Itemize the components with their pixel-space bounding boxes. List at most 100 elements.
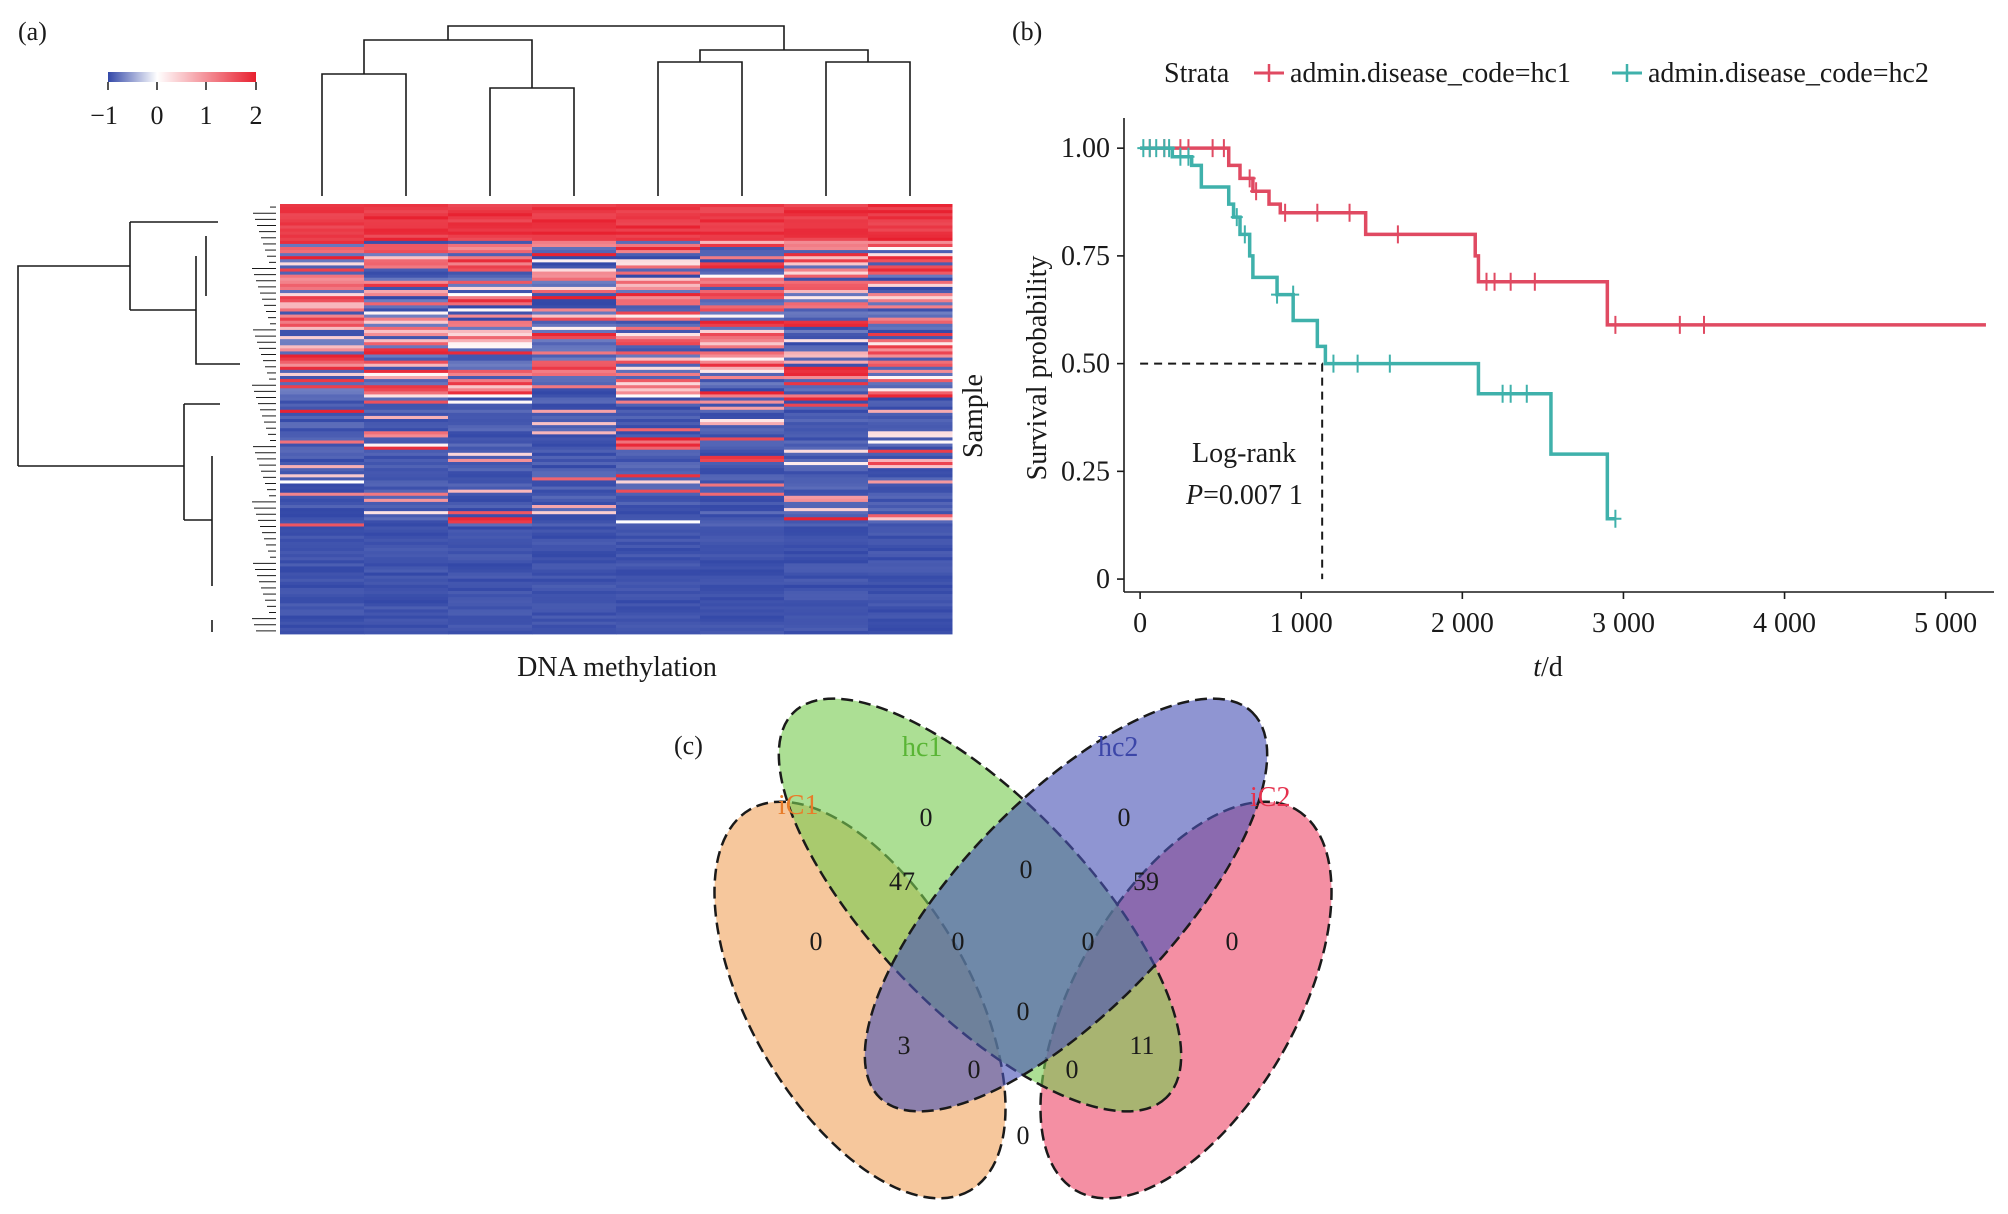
heatmap-cell <box>448 213 533 217</box>
heatmap-cell <box>700 486 785 491</box>
venn-count: 0 <box>1020 855 1033 884</box>
heatmap-cell <box>364 425 449 429</box>
x-tick-label: 1 000 <box>1270 608 1333 639</box>
heatmap-cell <box>616 363 701 368</box>
heatmap-cell <box>868 474 953 478</box>
heatmap-cell <box>784 225 869 229</box>
heatmap-cell <box>364 409 449 414</box>
heatmap-cell <box>784 489 869 494</box>
heatmap-cell <box>532 584 617 589</box>
heatmap-cell <box>364 274 449 279</box>
heatmap-cell <box>448 600 533 604</box>
heatmap-cell <box>448 357 533 362</box>
heatmap-cell <box>700 422 785 426</box>
heatmap-cell <box>616 360 701 365</box>
heatmap-cell <box>280 363 365 368</box>
heatmap-cell <box>700 551 785 555</box>
heatmap-cell <box>700 425 785 429</box>
censor-mark <box>1243 169 1256 188</box>
heatmap-cell <box>868 237 953 242</box>
heatmap-cell <box>280 216 365 220</box>
heatmap-cell <box>784 314 869 319</box>
heatmap-cell <box>868 415 953 420</box>
heatmap-cell <box>700 204 785 208</box>
heatmap-cell <box>700 256 785 260</box>
heatmap-cell <box>364 256 449 260</box>
heatmap-cell <box>784 207 869 211</box>
heatmap-cell <box>868 603 953 607</box>
heatmap-cell <box>784 354 869 358</box>
heatmap-cell <box>616 572 701 577</box>
heatmap-cell <box>448 532 533 537</box>
heatmap-cell <box>532 345 617 349</box>
heatmap-cell <box>784 538 869 543</box>
heatmap-cell <box>868 597 953 601</box>
heatmap-cell <box>868 369 953 374</box>
heatmap-cell <box>280 305 365 309</box>
heatmap-cell <box>364 207 449 211</box>
heatmap-cell <box>280 575 365 580</box>
heatmap-cell <box>532 388 617 392</box>
heatmap-cell <box>280 210 365 214</box>
heatmap-cell <box>616 385 701 389</box>
heatmap-cell <box>700 253 785 257</box>
heatmap-cell <box>868 283 953 288</box>
heatmap-cell <box>616 231 701 236</box>
heatmap-cell <box>784 397 869 401</box>
heatmap-cell <box>532 498 617 503</box>
heatmap-cell <box>700 403 785 408</box>
heatmap-cell <box>280 526 365 530</box>
heatmap-cell <box>532 256 617 260</box>
heatmap-cell <box>784 594 869 598</box>
heatmap-cell <box>532 618 617 623</box>
heatmap-cell <box>532 274 617 279</box>
heatmap-cell <box>700 216 785 220</box>
heatmap-cell <box>280 274 365 279</box>
heatmap-cell <box>532 446 617 451</box>
row-dendrogram-leaves <box>252 206 276 632</box>
heatmap-cell <box>784 274 869 279</box>
heatmap-cell <box>364 323 449 328</box>
heatmap-cell <box>448 397 533 401</box>
heatmap-cell <box>616 514 701 518</box>
heatmap-cell <box>868 452 953 457</box>
heatmap-cell <box>280 320 365 325</box>
heatmap-cell <box>868 210 953 214</box>
heatmap-cell <box>784 434 869 438</box>
heatmap-cell <box>616 219 701 223</box>
heatmap-cell <box>532 385 617 389</box>
heatmap-cell <box>448 591 533 595</box>
heatmap-cell <box>532 505 617 509</box>
heatmap-cell <box>364 462 449 466</box>
heatmap-cell <box>448 419 533 423</box>
heatmap-cell <box>784 262 869 266</box>
heatmap-cell <box>280 406 365 411</box>
censor-mark <box>1609 315 1622 334</box>
heatmap-cell <box>280 243 365 248</box>
heatmap-cell <box>532 336 617 340</box>
heatmap-cell <box>700 526 785 530</box>
heatmap-cell <box>280 572 365 577</box>
heatmap-cell <box>784 511 869 515</box>
heatmap-cell <box>280 535 365 540</box>
heatmap-cell <box>280 495 365 500</box>
heatmap-cell <box>700 237 785 242</box>
heatmap-cell <box>364 468 449 472</box>
heatmap-cell <box>532 280 617 285</box>
y-tick-label: 0 <box>1096 564 1110 595</box>
heatmap-cell <box>280 388 365 392</box>
heatmap-cell <box>532 225 617 229</box>
heatmap-cell <box>280 290 365 294</box>
heatmap-cell <box>448 462 533 466</box>
heatmap-cell <box>784 336 869 340</box>
heatmap-cell <box>280 397 365 401</box>
heatmap-cell <box>280 283 365 288</box>
heatmap-cell <box>280 465 365 469</box>
heatmap-cell <box>448 624 533 629</box>
heatmap-cell <box>700 323 785 328</box>
heatmap-cell <box>364 415 449 420</box>
heatmap-cell <box>868 462 953 466</box>
heatmap-cell <box>448 630 533 635</box>
heatmap-cell <box>448 388 533 392</box>
heatmap-cell <box>448 302 533 306</box>
